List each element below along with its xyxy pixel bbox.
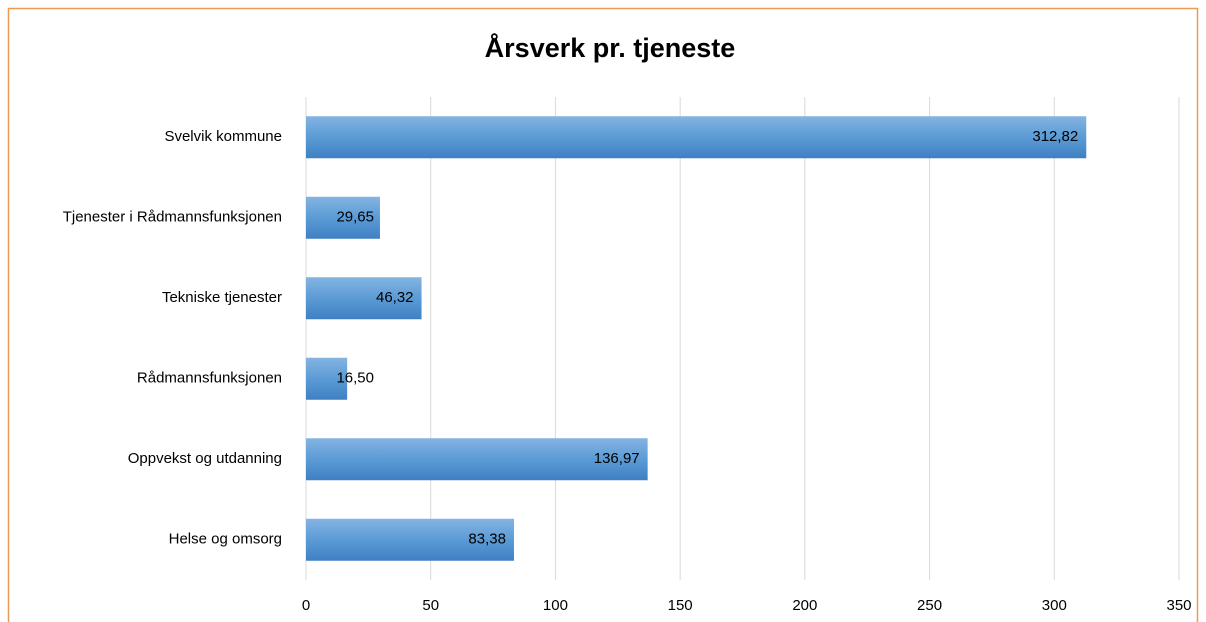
y-tick-label: Rådmannsfunksjonen [137, 370, 282, 387]
value-label: 83,38 [468, 531, 506, 548]
bar [306, 116, 1087, 159]
x-tick-label: 200 [792, 597, 817, 614]
x-tick-label: 100 [543, 597, 568, 614]
y-tick-label: Oppvekst og utdanning [128, 450, 282, 467]
x-tick-label: 50 [422, 597, 439, 614]
frame [7, 7, 1199, 622]
y-tick-label: Helse og omsorg [169, 531, 282, 548]
y-tick-label: Tekniske tjenester [162, 289, 282, 306]
value-label: 16,50 [336, 370, 374, 387]
x-tick-label: 350 [1166, 597, 1191, 614]
bar [306, 438, 648, 481]
value-label: 29,65 [336, 209, 374, 226]
x-tick-label: 300 [1042, 597, 1067, 614]
bar [306, 196, 380, 239]
value-label: 46,32 [376, 289, 414, 306]
bar [306, 277, 422, 320]
x-tick-label: 250 [917, 597, 942, 614]
chart-title: Årsverk pr. tjeneste [485, 32, 736, 63]
x-tick-label: 0 [302, 597, 310, 614]
y-tick-label: Svelvik kommune [164, 128, 282, 145]
bar [306, 357, 348, 400]
value-label: 312,82 [1032, 128, 1078, 145]
y-tick-label: Tjenester i Rådmannsfunksjonen [63, 209, 282, 226]
x-tick-label: 150 [668, 597, 693, 614]
value-label: 136,97 [594, 450, 640, 467]
bar [306, 518, 514, 561]
